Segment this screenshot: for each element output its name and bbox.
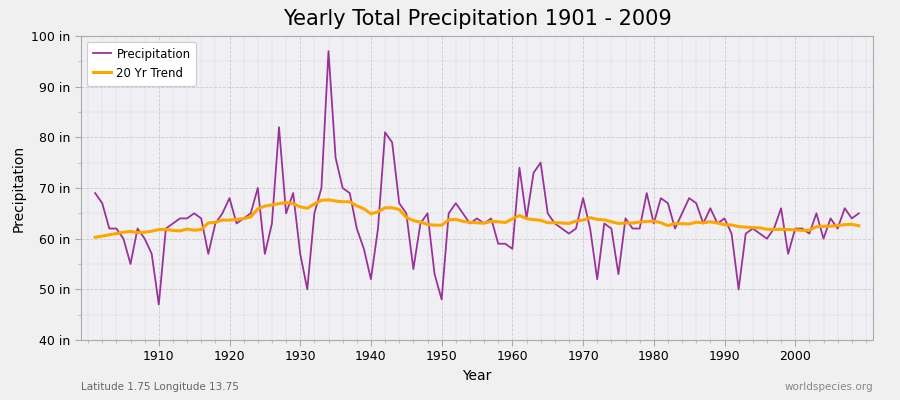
20 Yr Trend xyxy=(514,213,525,218)
Text: worldspecies.org: worldspecies.org xyxy=(785,382,873,392)
Precipitation xyxy=(309,211,320,216)
20 Yr Trend xyxy=(598,218,609,222)
Precipitation xyxy=(358,246,369,251)
Precipitation xyxy=(521,216,532,221)
Legend: Precipitation, 20 Yr Trend: Precipitation, 20 Yr Trend xyxy=(87,42,196,86)
20 Yr Trend xyxy=(323,198,334,202)
20 Yr Trend xyxy=(147,229,158,234)
Precipitation xyxy=(853,211,864,216)
20 Yr Trend xyxy=(90,235,101,240)
Text: Latitude 1.75 Longitude 13.75: Latitude 1.75 Longitude 13.75 xyxy=(81,382,239,392)
20 Yr Trend xyxy=(351,204,362,208)
Title: Yearly Total Precipitation 1901 - 2009: Yearly Total Precipitation 1901 - 2009 xyxy=(283,9,671,29)
Y-axis label: Precipitation: Precipitation xyxy=(12,144,26,232)
X-axis label: Year: Year xyxy=(463,369,491,383)
Line: 20 Yr Trend: 20 Yr Trend xyxy=(95,200,859,237)
20 Yr Trend xyxy=(302,206,312,211)
Precipitation xyxy=(147,252,158,256)
Line: Precipitation: Precipitation xyxy=(95,51,859,304)
Precipitation xyxy=(153,302,164,307)
Precipitation xyxy=(90,191,101,196)
20 Yr Trend xyxy=(853,223,864,228)
Precipitation xyxy=(323,49,334,54)
Precipitation xyxy=(514,165,525,170)
Precipitation xyxy=(606,226,616,231)
20 Yr Trend xyxy=(507,216,517,221)
